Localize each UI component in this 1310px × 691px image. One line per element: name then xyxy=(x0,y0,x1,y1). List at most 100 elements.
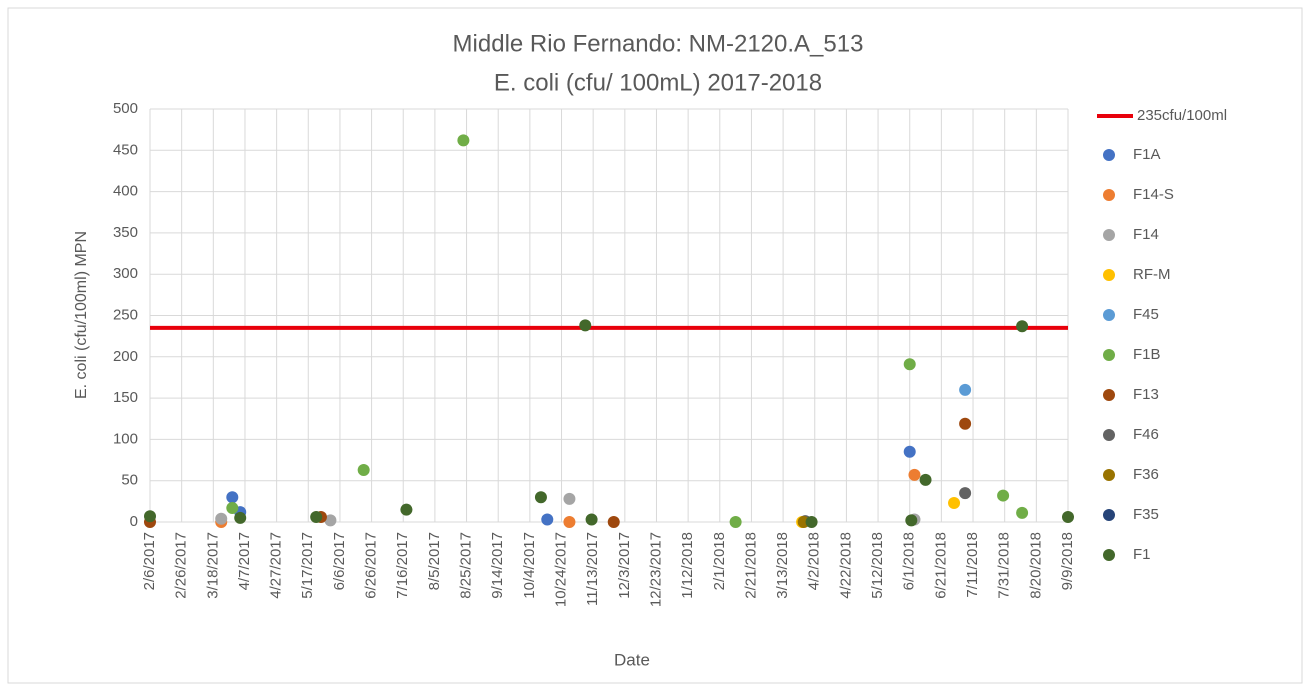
x-tick-label: 4/2/2018 xyxy=(806,532,823,590)
data-point xyxy=(215,512,228,525)
x-tick-label: 12/23/2017 xyxy=(647,532,664,607)
x-tick-label: 6/1/2018 xyxy=(901,532,918,590)
y-tick-label: 450 xyxy=(113,141,138,158)
x-tick-label: 9/9/2018 xyxy=(1059,532,1076,590)
y-tick-label: 150 xyxy=(113,389,138,406)
legend-marker xyxy=(1103,309,1115,321)
legend-label: F1B xyxy=(1133,346,1161,363)
data-point xyxy=(905,514,918,527)
data-point xyxy=(729,516,742,528)
data-point xyxy=(400,503,413,516)
data-point xyxy=(226,501,239,514)
data-point xyxy=(534,491,547,504)
y-tick-label: 200 xyxy=(113,348,138,365)
legend-label: F1A xyxy=(1133,146,1161,163)
x-tick-label: 8/20/2018 xyxy=(1027,532,1044,599)
y-tick-label: 0 xyxy=(130,513,138,530)
x-tick-label: 11/13/2017 xyxy=(584,532,601,606)
legend-marker xyxy=(1103,389,1115,401)
y-tick-label: 350 xyxy=(113,224,138,241)
data-point xyxy=(457,134,470,147)
y-tick-label: 400 xyxy=(113,183,138,200)
data-point xyxy=(1016,320,1029,333)
data-point xyxy=(908,468,921,481)
data-point xyxy=(903,445,916,458)
data-point xyxy=(903,358,916,371)
x-tick-label: 2/26/2017 xyxy=(173,532,190,599)
legend-label: F14-S xyxy=(1133,186,1174,203)
legend-marker xyxy=(1103,349,1115,361)
data-point xyxy=(585,513,598,526)
x-tick-label: 3/13/2018 xyxy=(774,532,791,599)
legend-label: F13 xyxy=(1133,386,1159,403)
y-axis-label: E. coli (cfu/100ml) MPN xyxy=(73,231,90,399)
y-tick-label: 100 xyxy=(113,430,138,447)
legend-label: F1 xyxy=(1133,546,1151,563)
legend-marker xyxy=(1103,189,1115,201)
data-point xyxy=(959,487,972,500)
legend-label: F45 xyxy=(1133,306,1159,323)
data-point xyxy=(226,491,239,504)
data-point xyxy=(997,489,1010,502)
x-tick-label: 7/31/2018 xyxy=(996,532,1013,599)
data-point xyxy=(919,473,932,486)
x-tick-label: 4/27/2017 xyxy=(268,532,285,599)
y-tick-label: 250 xyxy=(113,306,138,323)
data-point xyxy=(324,514,337,527)
x-tick-label: 5/12/2018 xyxy=(869,532,886,599)
x-tick-label: 8/5/2017 xyxy=(426,532,443,590)
data-point xyxy=(959,383,972,396)
legend-marker xyxy=(1103,469,1115,481)
legend-label: F14 xyxy=(1133,226,1159,243)
x-tick-label: 10/4/2017 xyxy=(521,532,538,599)
legend-marker xyxy=(1103,269,1115,281)
y-tick-label: 500 xyxy=(113,100,138,117)
legend-label: RF-M xyxy=(1133,266,1171,283)
data-point xyxy=(948,497,961,510)
data-point xyxy=(579,319,592,332)
legend-label: F46 xyxy=(1133,426,1159,443)
legend-label: 235cfu/100ml xyxy=(1137,107,1227,124)
chart-frame xyxy=(7,7,1303,684)
x-tick-label: 12/3/2017 xyxy=(616,532,633,599)
chart-subtitle: E. coli (cfu/ 100mL) 2017-2018 xyxy=(494,69,822,96)
x-tick-label: 6/21/2018 xyxy=(932,532,949,599)
x-tick-label: 4/22/2018 xyxy=(837,532,854,599)
x-axis-label: Date xyxy=(614,650,650,669)
y-tick-label: 50 xyxy=(121,472,138,489)
x-tick-label: 10/24/2017 xyxy=(552,532,569,607)
data-point xyxy=(563,492,576,505)
data-point xyxy=(234,511,247,524)
legend-marker xyxy=(1103,549,1115,561)
data-point xyxy=(563,516,576,528)
x-tick-label: 6/6/2017 xyxy=(331,532,348,590)
data-point xyxy=(607,516,620,528)
data-point xyxy=(959,417,972,430)
x-tick-label: 8/25/2017 xyxy=(458,532,475,599)
legend-marker xyxy=(1103,149,1115,161)
data-point xyxy=(1016,506,1029,519)
x-tick-label: 6/26/2017 xyxy=(363,532,380,599)
x-tick-label: 7/11/2018 xyxy=(964,532,981,598)
legend-label: F35 xyxy=(1133,506,1159,523)
data-point xyxy=(805,516,818,528)
y-tick-label: 300 xyxy=(113,265,138,282)
x-tick-label: 2/21/2018 xyxy=(742,532,759,599)
x-tick-label: 2/6/2017 xyxy=(141,532,158,590)
data-point xyxy=(541,513,554,526)
legend-marker xyxy=(1103,509,1115,521)
data-point xyxy=(1062,511,1074,524)
x-tick-label: 5/17/2017 xyxy=(299,532,316,599)
x-tick-label: 2/1/2018 xyxy=(711,532,728,590)
x-tick-label: 9/14/2017 xyxy=(489,532,506,599)
data-point xyxy=(310,511,323,524)
legend-marker xyxy=(1103,429,1115,441)
data-point xyxy=(357,463,370,476)
data-point xyxy=(144,510,156,523)
chart-title: Middle Rio Fernando: NM-2120.A_513 xyxy=(453,30,864,57)
legend-marker xyxy=(1103,229,1115,241)
x-tick-label: 4/7/2017 xyxy=(236,532,253,590)
x-tick-label: 1/12/2018 xyxy=(679,532,696,599)
legend-label: F36 xyxy=(1133,466,1159,483)
